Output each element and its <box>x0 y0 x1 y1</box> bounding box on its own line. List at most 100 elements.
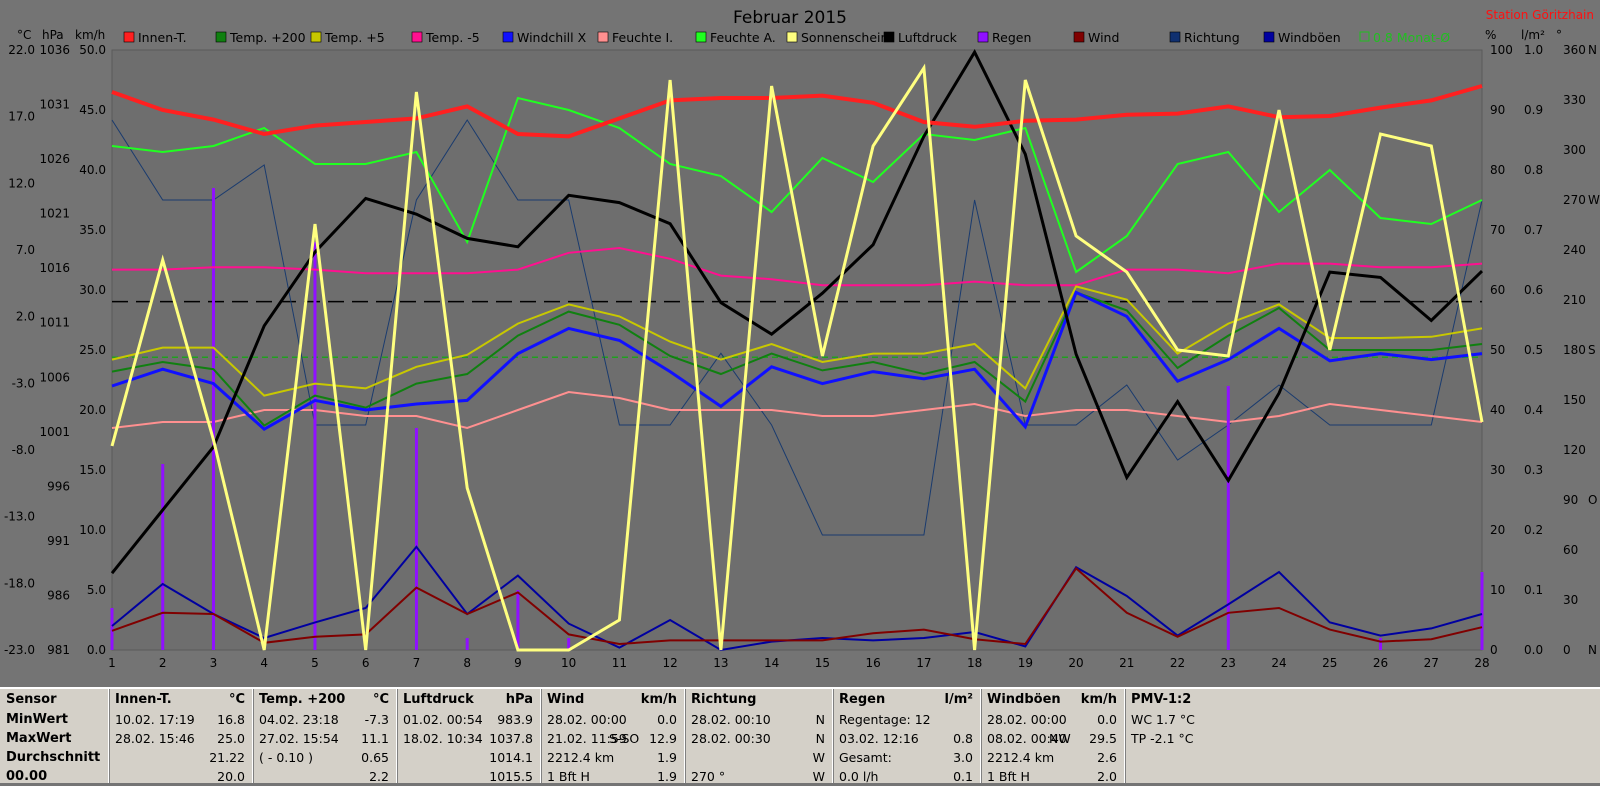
legend-swatch <box>502 31 514 43</box>
cell-value: N <box>815 731 825 746</box>
tick-label-percent: 50 <box>1490 343 1505 357</box>
cell-value: 1015.5 <box>489 769 533 784</box>
pmv-value: TP -2.1 °C <box>1131 731 1194 746</box>
row-label: Durchschnitt <box>6 750 101 765</box>
table-column-richtung: Richtung 28.02. 00:10 N 28.02. 00:30 N W 270 °… <box>684 689 833 784</box>
tick-label-direction: 150 <box>1563 393 1586 407</box>
tick-label-rain: 0.4 <box>1524 403 1543 417</box>
tick-label-speed: 40.0 <box>79 163 106 177</box>
table-row: Durchschnitt <box>6 748 100 767</box>
tick-label-pressure: 1026 <box>39 152 70 166</box>
legend-swatch <box>1073 31 1085 43</box>
tick-label-pressure: 1011 <box>39 316 70 330</box>
x-tick-label: 11 <box>612 656 627 670</box>
tick-label-direction: 120 <box>1563 443 1586 457</box>
table-column-druck: Luftdruck hPa 01.02. 00:54 983.9 18.02. 10:3… <box>396 689 541 784</box>
x-tick-label: 23 <box>1221 656 1236 670</box>
tick-label-direction: 270 <box>1563 193 1586 207</box>
cell-info: 1 Bft H <box>987 769 1030 784</box>
cell-value: 2.6 <box>1097 750 1117 765</box>
series-line <box>111 96 1483 274</box>
cell-value: 0.8 <box>953 731 973 746</box>
cell-info: 28.02. 00:30 <box>691 731 771 746</box>
tick-label-pressure: 1031 <box>39 98 70 112</box>
tick-label-pressure: 1001 <box>39 425 70 439</box>
table-row <box>1131 767 1593 786</box>
x-tick-label: 7 <box>413 656 421 670</box>
table-row: Gesamt: 3.0 <box>839 748 973 767</box>
pmv-value: WC 1.7 °C <box>1131 712 1195 727</box>
series-line <box>111 566 1483 646</box>
tick-label-rain: 0.6 <box>1524 283 1543 297</box>
cell-value: 2.0 <box>1097 769 1117 784</box>
cell-value: 16.8 <box>217 712 245 727</box>
x-tick-label: 25 <box>1322 656 1337 670</box>
legend-swatch <box>215 31 227 43</box>
cell-value: W <box>812 750 825 765</box>
table-column-innen: Innen-T. °C 10.02. 17:19 16.8 28.02. 15:46 25… <box>108 689 253 786</box>
tick-label-temp: 17.0 <box>8 110 35 124</box>
tick-label-percent: 90 <box>1490 103 1505 117</box>
table-row: 03.02. 12:16 0.8 <box>839 729 973 748</box>
table-column-boeen: Windböen km/h 28.02. 00:00 0.0 08.02. 00:40 N… <box>980 689 1125 784</box>
tick-label-percent: 0 <box>1490 643 1498 657</box>
tick-label-speed: 45.0 <box>79 103 106 117</box>
cell-info: 0.0 l/h <box>839 769 879 784</box>
x-tick-label: 10 <box>561 656 576 670</box>
x-tick-label: 26 <box>1373 656 1388 670</box>
tick-label-percent: 20 <box>1490 523 1505 537</box>
table-row: 01.02. 00:54 983.9 <box>403 710 533 729</box>
x-tick-label: 8 <box>463 656 471 670</box>
cell-value: 3.0 <box>953 750 973 765</box>
table-row: 20.0 <box>115 767 245 786</box>
series-line <box>111 84 1483 139</box>
tick-label-direction: 240 <box>1563 243 1586 257</box>
tick-label-direction: 210 <box>1563 293 1586 307</box>
table-row: W <box>691 748 825 767</box>
table-row: MaxWert <box>6 729 100 748</box>
tick-label-pressure: 981 <box>47 643 70 657</box>
axis-unit-rain: l/m² <box>1521 28 1545 42</box>
tick-label-rain: 0.1 <box>1524 583 1543 597</box>
column-title: Sensor <box>6 692 57 707</box>
legend-label: Wind <box>1088 30 1119 45</box>
legend-label: Feuchte A. <box>710 30 776 45</box>
cell-info: 18.02. 10:34 <box>403 731 483 746</box>
tick-label-speed: 15.0 <box>79 463 106 477</box>
cell-info: 28.02. 00:00 <box>987 712 1067 727</box>
table-row: 28.02. 15:46 25.0 <box>115 729 245 748</box>
cell-value: 983.9 <box>497 712 533 727</box>
column-unit: km/h <box>1080 692 1117 707</box>
table-column-wind: Wind km/h 28.02. 00:00 0.0 21.02. 11:59 S-SO 1… <box>540 689 685 784</box>
series-line <box>110 48 1484 575</box>
tick-label-direction: 30 <box>1563 593 1578 607</box>
cell-info: 04.02. 23:18 <box>259 712 339 727</box>
legend-swatch <box>786 31 798 43</box>
tick-label-rain: 1.0 <box>1524 43 1543 57</box>
table-row: 21.02. 11:59 S-SO 12.9 <box>547 729 677 748</box>
x-tick-label: 6 <box>362 656 370 670</box>
column-unit: hPa <box>505 692 533 707</box>
compass-label: O <box>1588 493 1597 507</box>
tick-label-temp: -18.0 <box>4 576 35 590</box>
cell-direction: NW <box>1049 731 1071 746</box>
column-title: Regen <box>839 692 886 707</box>
cell-info: 28.02. 00:10 <box>691 712 771 727</box>
column-title: Innen-T. <box>115 692 172 707</box>
cell-value: 12.9 <box>649 731 677 746</box>
table-row: Regentage: 12 <box>839 710 973 729</box>
cell-value: 1014.1 <box>489 750 533 765</box>
x-tick-label: 5 <box>311 656 319 670</box>
cell-value: 0.65 <box>361 750 389 765</box>
x-tick-label: 20 <box>1068 656 1083 670</box>
tick-label-direction: 60 <box>1563 543 1578 557</box>
tick-label-direction: 330 <box>1563 93 1586 107</box>
chart-title: Februar 2015 <box>733 8 847 28</box>
cell-info: Gesamt: <box>839 750 892 765</box>
table-row: ( - 0.10 ) 0.65 <box>259 748 389 767</box>
table-row: 28.02. 00:00 0.0 <box>547 710 677 729</box>
table-row: 00.00 <box>6 767 100 786</box>
table-row: 04.02. 23:18 -7.3 <box>259 710 389 729</box>
tick-label-percent: 100 <box>1490 43 1513 57</box>
series-line <box>111 290 1483 432</box>
